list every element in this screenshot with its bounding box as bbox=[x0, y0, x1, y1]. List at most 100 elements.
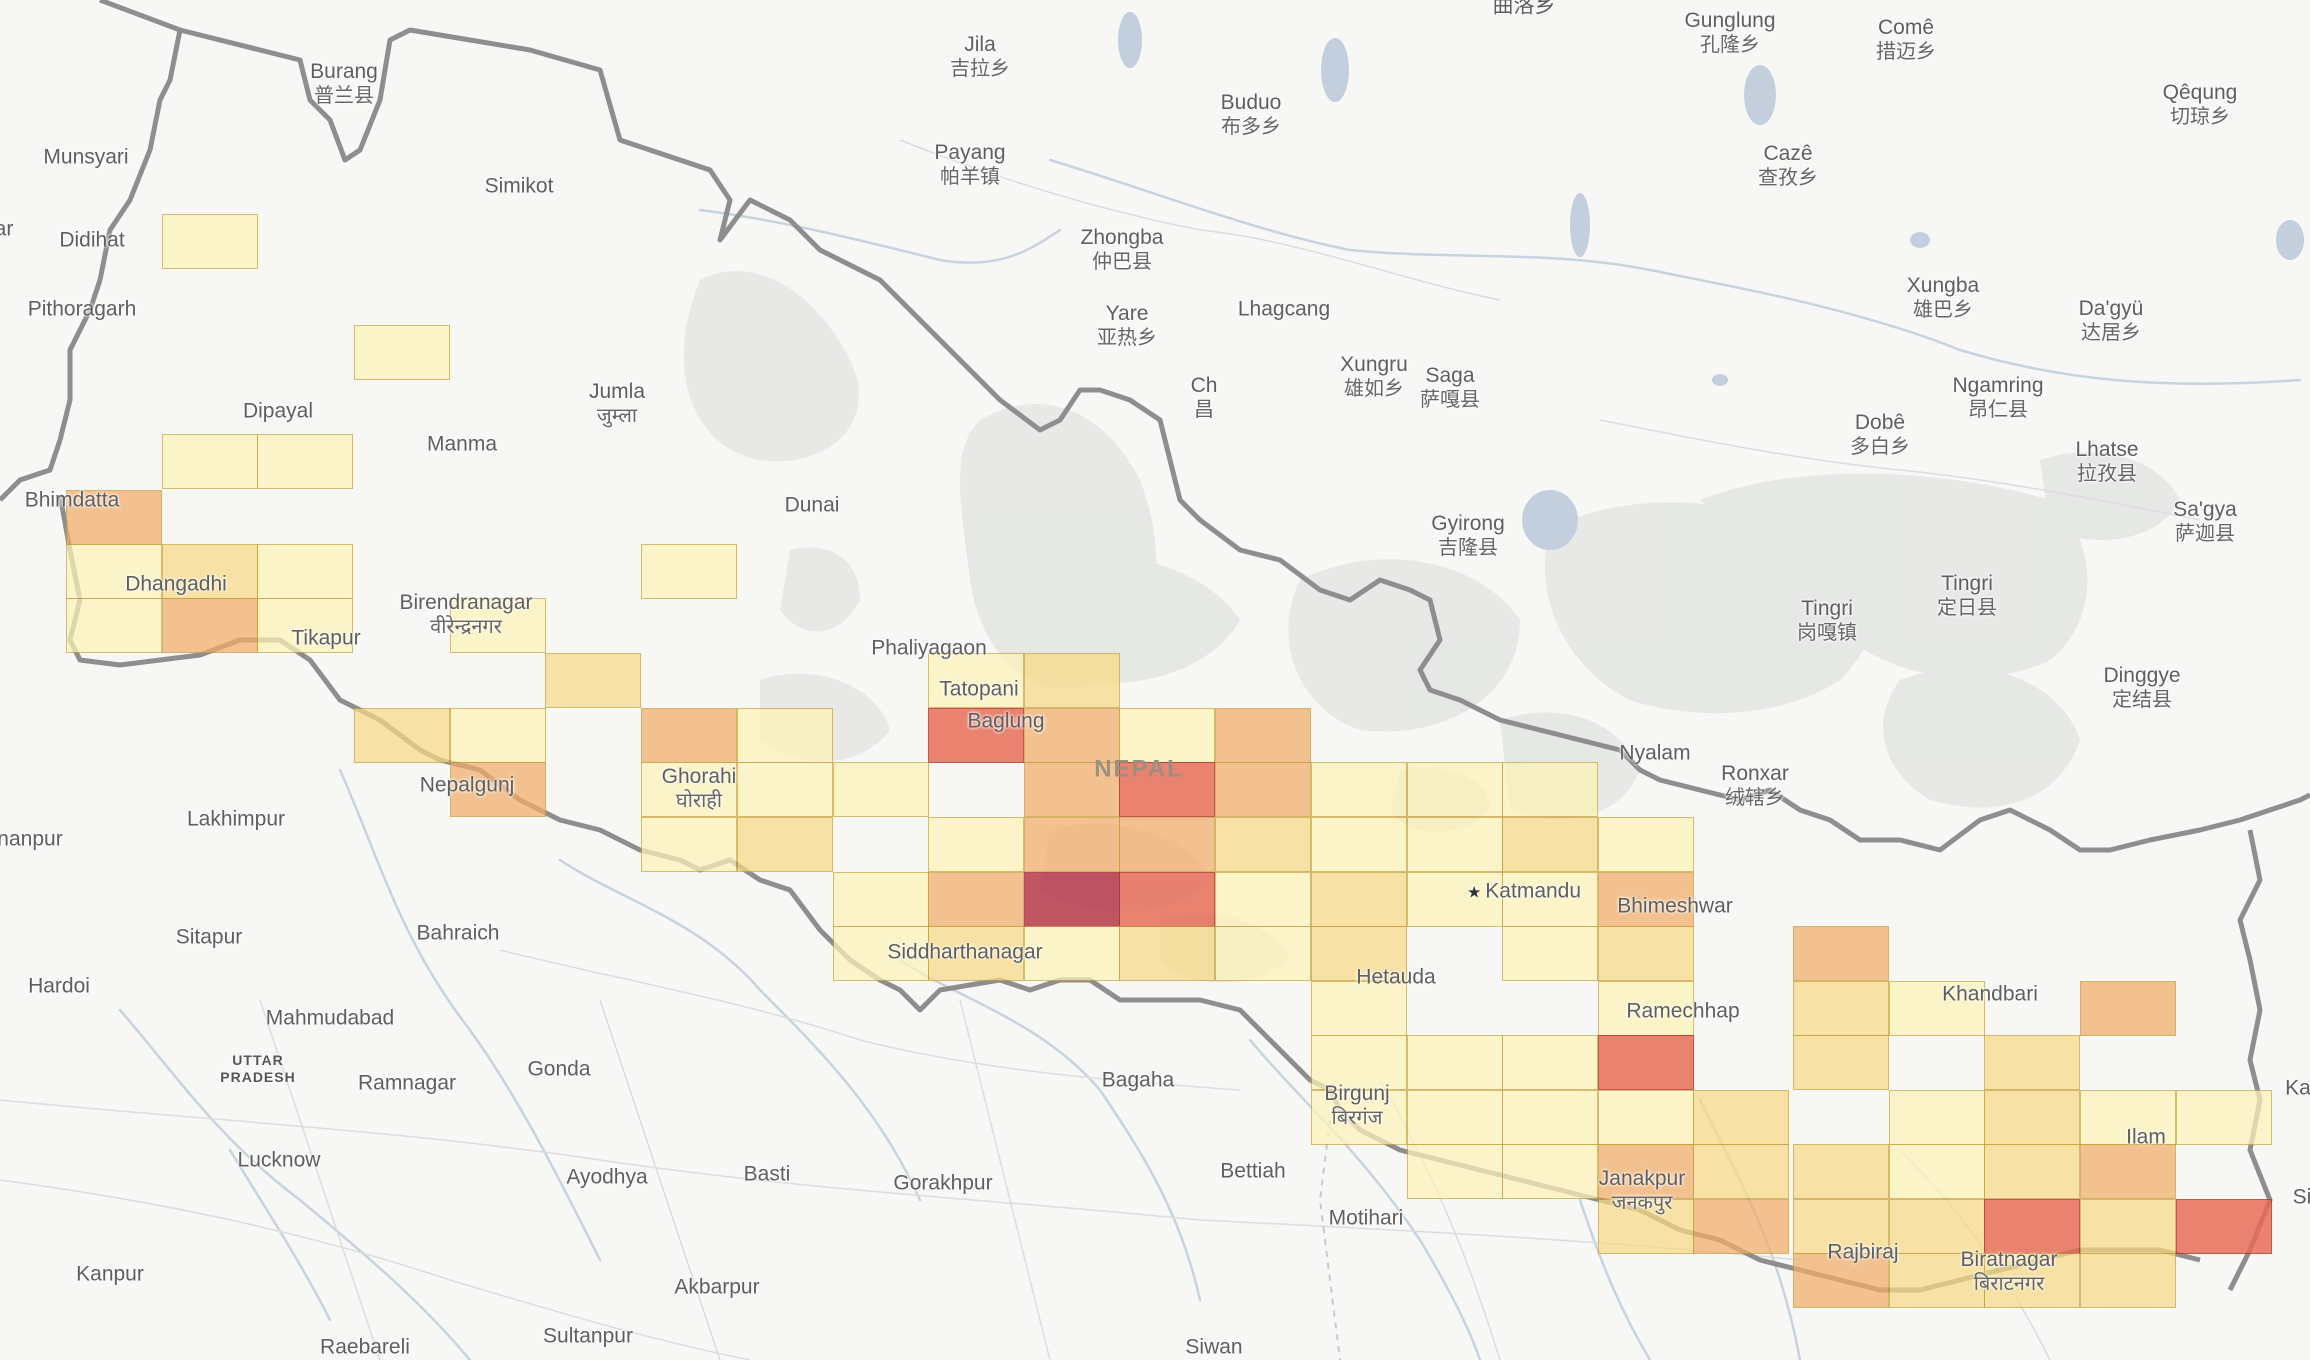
heatmap-cell[interactable] bbox=[833, 872, 929, 927]
heatmap-cell[interactable] bbox=[1024, 926, 1120, 981]
heatmap-cell[interactable] bbox=[2080, 981, 2176, 1036]
heatmap-cell[interactable] bbox=[257, 598, 353, 653]
heatmap-cell[interactable] bbox=[928, 708, 1024, 763]
heatmap-cell[interactable] bbox=[1502, 762, 1598, 817]
heatmap-cell[interactable] bbox=[641, 708, 737, 763]
heatmap-cell[interactable] bbox=[1407, 762, 1503, 817]
heatmap-cell[interactable] bbox=[1311, 762, 1407, 817]
heatmap-cell[interactable] bbox=[1119, 762, 1215, 817]
heatmap-cell[interactable] bbox=[1598, 1199, 1694, 1254]
heatmap-cell[interactable] bbox=[1889, 981, 1985, 1036]
heatmap-cell[interactable] bbox=[1793, 981, 1889, 1036]
heatmap-cell[interactable] bbox=[162, 598, 258, 653]
heatmap-cell[interactable] bbox=[1024, 762, 1120, 817]
heatmap-cell[interactable] bbox=[450, 708, 546, 763]
heatmap-cell[interactable] bbox=[2080, 1090, 2176, 1145]
heatmap-cell[interactable] bbox=[1793, 926, 1889, 981]
heatmap-cell[interactable] bbox=[1889, 1199, 1985, 1254]
heatmap-cell[interactable] bbox=[1693, 1144, 1789, 1199]
heatmap-cell[interactable] bbox=[1407, 1035, 1503, 1090]
heatmap-cell[interactable] bbox=[833, 762, 929, 817]
heatmap-cell[interactable] bbox=[1215, 817, 1311, 872]
heatmap-cell[interactable] bbox=[1502, 817, 1598, 872]
heatmap-cell[interactable] bbox=[1889, 1090, 1985, 1145]
heatmap-cell[interactable] bbox=[1793, 1199, 1889, 1254]
heatmap-cell[interactable] bbox=[2176, 1090, 2272, 1145]
heatmap-cell[interactable] bbox=[641, 762, 737, 817]
heatmap-cell[interactable] bbox=[1502, 1144, 1598, 1199]
heatmap-cell[interactable] bbox=[1598, 1090, 1694, 1145]
heatmap-cell[interactable] bbox=[1311, 817, 1407, 872]
heatmap-cell[interactable] bbox=[1119, 872, 1215, 927]
heatmap-cell[interactable] bbox=[66, 490, 162, 545]
heatmap-cell[interactable] bbox=[1984, 1035, 2080, 1090]
heatmap-cell[interactable] bbox=[1598, 1035, 1694, 1090]
heatmap-cell[interactable] bbox=[1889, 1144, 1985, 1199]
heatmap-cell[interactable] bbox=[641, 544, 737, 599]
heatmap-cell[interactable] bbox=[1693, 1090, 1789, 1145]
heatmap-cell[interactable] bbox=[1215, 926, 1311, 981]
heatmap-cell[interactable] bbox=[1311, 926, 1407, 981]
heatmap-cell[interactable] bbox=[1407, 817, 1503, 872]
heatmap-cell[interactable] bbox=[737, 762, 833, 817]
heatmap-cell[interactable] bbox=[1024, 653, 1120, 708]
label-ghorahi: Ghorahi घोराही bbox=[661, 765, 737, 812]
heatmap-cell[interactable] bbox=[162, 434, 258, 489]
heatmap-cell[interactable] bbox=[450, 598, 546, 653]
heatmap-cell[interactable] bbox=[928, 872, 1024, 927]
heatmap-cell[interactable] bbox=[354, 325, 450, 380]
heatmap-cell[interactable] bbox=[354, 708, 450, 763]
heatmap-cell[interactable] bbox=[1984, 1090, 2080, 1145]
heatmap-cell[interactable] bbox=[1407, 1090, 1503, 1145]
heatmap-cell[interactable] bbox=[162, 544, 258, 599]
heatmap-cell[interactable] bbox=[641, 817, 737, 872]
heatmap-cell[interactable] bbox=[2176, 1199, 2272, 1254]
heatmap-cell[interactable] bbox=[1793, 1253, 1889, 1308]
heatmap-cell[interactable] bbox=[1502, 1090, 1598, 1145]
heatmap-cell[interactable] bbox=[1984, 1253, 2080, 1308]
heatmap-cell[interactable] bbox=[1215, 762, 1311, 817]
heatmap-cell[interactable] bbox=[1024, 817, 1120, 872]
label-tingri-1: Tingri 岗嘎镇 bbox=[1797, 597, 1857, 644]
heatmap-cell[interactable] bbox=[928, 653, 1024, 708]
heatmap-cell[interactable] bbox=[1502, 926, 1598, 981]
heatmap-cell[interactable] bbox=[1311, 872, 1407, 927]
heatmap-cell[interactable] bbox=[1693, 1199, 1789, 1254]
heatmap-cell[interactable] bbox=[1311, 1035, 1407, 1090]
heatmap-cell[interactable] bbox=[1793, 1144, 1889, 1199]
heatmap-cell[interactable] bbox=[1598, 926, 1694, 981]
heatmap-cell[interactable] bbox=[66, 544, 162, 599]
heatmap-cell[interactable] bbox=[545, 653, 641, 708]
heatmap-cell[interactable] bbox=[257, 544, 353, 599]
label-basti: Basti bbox=[743, 1162, 791, 1186]
heatmap-cell[interactable] bbox=[2080, 1144, 2176, 1199]
heatmap-cell[interactable] bbox=[1598, 817, 1694, 872]
heatmap-cell[interactable] bbox=[737, 817, 833, 872]
heatmap-cell[interactable] bbox=[257, 434, 353, 489]
heatmap-cell[interactable] bbox=[833, 926, 929, 981]
heatmap-cell[interactable] bbox=[1407, 1144, 1503, 1199]
heatmap-cell[interactable] bbox=[928, 817, 1024, 872]
heatmap-cell[interactable] bbox=[1215, 872, 1311, 927]
heatmap-cell[interactable] bbox=[928, 926, 1024, 981]
heatmap-cell[interactable] bbox=[2080, 1199, 2176, 1254]
heatmap-cell[interactable] bbox=[1984, 1144, 2080, 1199]
heatmap-cell[interactable] bbox=[66, 598, 162, 653]
heatmap-cell[interactable] bbox=[1119, 817, 1215, 872]
heatmap-cell[interactable] bbox=[1119, 708, 1215, 763]
heatmap-cell[interactable] bbox=[1502, 1035, 1598, 1090]
label-gonda: Gonda bbox=[527, 1057, 591, 1081]
heatmap-cell[interactable] bbox=[1311, 1090, 1407, 1145]
heatmap-cell[interactable] bbox=[1598, 981, 1694, 1036]
heatmap-cell[interactable] bbox=[2080, 1253, 2176, 1308]
heatmap-cell[interactable] bbox=[1215, 708, 1311, 763]
heatmap-cell[interactable] bbox=[1598, 872, 1694, 927]
heatmap-cell[interactable] bbox=[1793, 1035, 1889, 1090]
heatmap-cell[interactable] bbox=[162, 214, 258, 269]
heatmap-cell[interactable] bbox=[1024, 872, 1120, 927]
heatmap-cell[interactable] bbox=[1119, 926, 1215, 981]
heatmap-cell[interactable] bbox=[737, 708, 833, 763]
heatmap-cell[interactable] bbox=[1984, 1199, 2080, 1254]
heatmap-cell[interactable] bbox=[450, 762, 546, 817]
